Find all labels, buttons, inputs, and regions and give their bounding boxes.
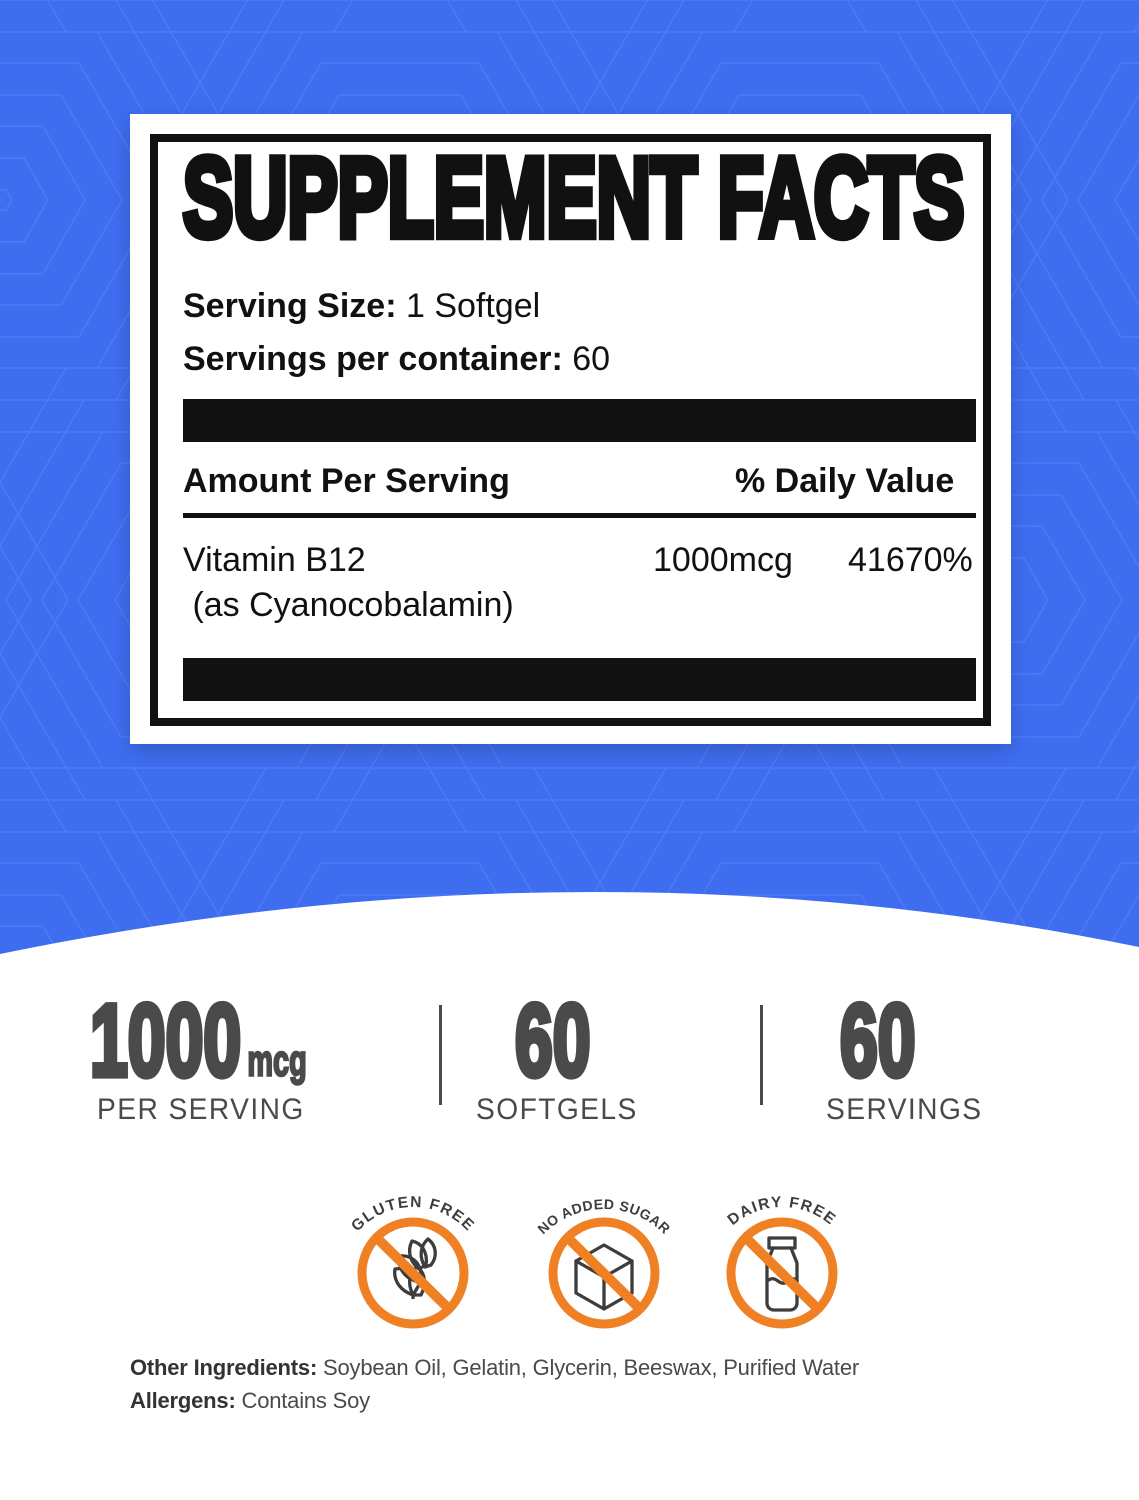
svg-text:GLUTEN FREE: GLUTEN FREE xyxy=(348,1194,478,1235)
svg-text:NO ADDED SUGAR: NO ADDED SUGAR xyxy=(534,1196,673,1237)
